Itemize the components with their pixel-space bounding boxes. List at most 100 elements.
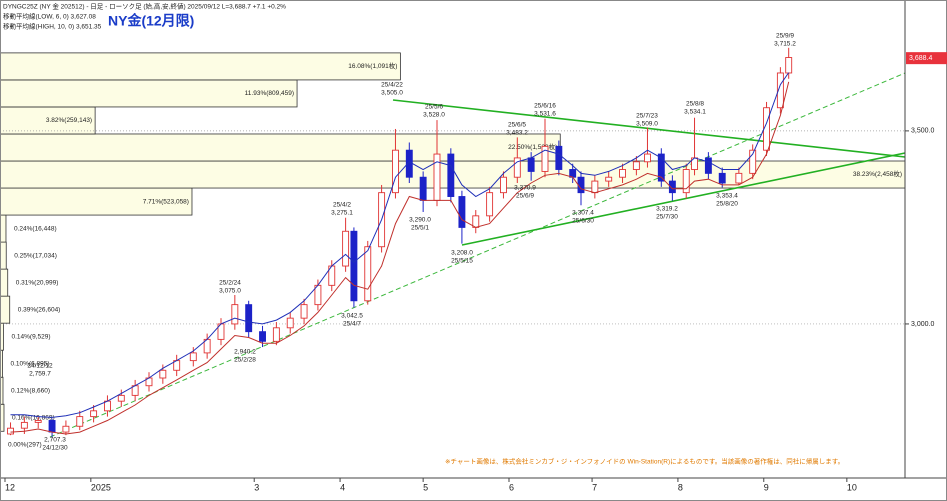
profile-bar [0, 79, 298, 108]
candle-body [513, 157, 521, 178]
annotation-line: 3,208.0 [451, 250, 473, 257]
candle-body [605, 176, 613, 182]
profile-label: 0.24%(16,448) [14, 225, 57, 232]
candle-body [500, 176, 507, 194]
candle-body [342, 230, 350, 267]
candle-body [189, 352, 197, 362]
candle-body [350, 230, 358, 302]
candle-body [76, 416, 84, 427]
candle-body [419, 176, 427, 201]
candle-body [776, 72, 784, 109]
x-tick-label: 4 [340, 482, 345, 492]
annotation-line: 25/4/7 [343, 321, 361, 328]
candle-body [749, 149, 757, 174]
triangle-upper [392, 99, 906, 158]
candle-body [286, 317, 294, 329]
annotations: 24/12/122,759.72,707.324/12/3025/2/243,0… [27, 33, 796, 452]
annotation-line: 25/9/9 [776, 33, 794, 40]
candle-body [657, 153, 665, 182]
profile-label: 7.71%(523,058) [143, 198, 189, 205]
candle-body [569, 169, 577, 178]
annotation-line: 3,075.0 [219, 288, 241, 295]
annotation-line: 25/7/30 [656, 214, 678, 221]
annotation-line: 25/7/23 [636, 113, 658, 120]
annotation-line: 3,534.1 [684, 109, 706, 116]
candle-body [300, 304, 308, 319]
profile-label: 0.39%(26,604) [18, 306, 61, 313]
annotation-line: 2,707.3 [44, 437, 66, 444]
annotation-line: 3,307.4 [572, 210, 594, 217]
annotation-line: 3,353.4 [716, 193, 738, 200]
candle-body [245, 304, 253, 333]
x-tick-label: 3 [254, 482, 259, 492]
annotation-line: 25/6/5 [508, 122, 526, 129]
annotation-line: 3,042.5 [341, 313, 363, 320]
annotation-line: 25/8/20 [716, 201, 738, 208]
profile-label: 38.23%(2,458枚) [853, 169, 902, 178]
candle-body [785, 57, 793, 74]
last-price-label: 3,688.4 [909, 55, 932, 62]
info: DYNGC25Z (NY 金 202512) - 日足 - ローソク足 (始,高… [3, 2, 286, 11]
annotation-line: 3,531.6 [534, 111, 556, 118]
candle-body [458, 196, 466, 228]
x-tick-label: 8 [678, 482, 683, 492]
candle-body [591, 180, 599, 194]
profile-bar [0, 106, 96, 135]
candle-body [231, 304, 239, 325]
profile-label: 0.31%(20,999) [16, 279, 59, 286]
annotation-line: 25/6/9 [516, 193, 534, 200]
trend-line [49, 72, 906, 438]
candle-body [392, 149, 399, 194]
x-tick-label: 9 [764, 482, 769, 492]
candle-body [632, 161, 640, 170]
candle-body [447, 153, 455, 197]
annotation-line: 2,759.7 [29, 371, 51, 378]
annotation-line: 2,940.2 [234, 349, 256, 356]
candle-body [644, 153, 651, 163]
moving-average [10, 72, 790, 418]
annotation-line: 3,505.0 [381, 90, 403, 97]
candle-body [619, 169, 626, 178]
profile-bar [0, 52, 401, 81]
profile-label: 3.82%(259,143) [46, 117, 92, 124]
annotation-line: 25/8/8 [686, 101, 704, 108]
x-tick-label: 6 [509, 482, 514, 492]
annotation-line: 3,528.0 [423, 112, 445, 119]
annotation-line: 24/12/12 [27, 363, 53, 370]
candle-body [364, 246, 372, 302]
candle-body [48, 420, 56, 433]
annotation-line: 3,319.2 [656, 206, 678, 213]
candle-body [682, 169, 690, 194]
x-tick-label: 12 [5, 482, 15, 492]
annotation-line: 3,290.0 [409, 217, 431, 224]
chart-title: NY金(12月限) [108, 13, 194, 29]
legend-entry: 移動平均線(HIGH, 10, 0) 3,651.35 [3, 22, 102, 31]
x-tick-label: 7 [592, 482, 597, 492]
candle-body [272, 327, 280, 342]
profile-label: 11.93%(809,459) [245, 90, 294, 97]
profile-label: 0.00%(297) [8, 442, 42, 449]
profile-label: 0.14%(9,529) [11, 333, 50, 340]
candle-body [555, 145, 563, 170]
candle-body [577, 176, 585, 194]
plot [7, 47, 793, 437]
annotation-line: 3,483.2 [506, 130, 528, 137]
annotation-line: 3,509.0 [636, 121, 658, 128]
profile-label: 0.25%(17,034) [14, 252, 57, 259]
candle-body [117, 394, 125, 402]
x-tick-label: 10 [847, 482, 857, 492]
last-price-box [906, 52, 947, 65]
candle-body [704, 157, 712, 174]
candle-body [159, 369, 167, 379]
candle-body [735, 172, 743, 184]
legend-entry: 移動平均線(LOW, 6, 0) 3,627.08 [3, 12, 96, 21]
annotation-line: 25/6/16 [534, 103, 556, 110]
footnote: ※チャート画像は、株式会社ミンカブ・ジ・インフォノイドの Win-Station… [445, 457, 844, 466]
annotation-line: 25/2/24 [219, 280, 241, 287]
candle-body [103, 400, 111, 412]
candle-body [486, 192, 494, 217]
annotation-line: 3,370.9 [514, 185, 536, 192]
candle-body [259, 331, 266, 342]
profile-label: 16.08%(1,091枚) [348, 61, 397, 70]
